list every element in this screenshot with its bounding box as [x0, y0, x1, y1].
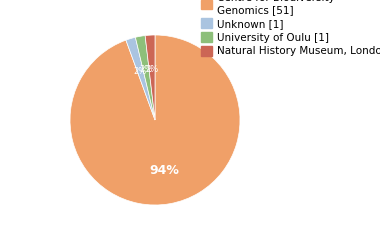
Text: 2%: 2%: [139, 65, 153, 74]
Text: 94%: 94%: [149, 164, 179, 177]
Text: 2%: 2%: [134, 67, 147, 76]
Wedge shape: [70, 35, 240, 205]
Wedge shape: [135, 36, 155, 120]
Wedge shape: [145, 35, 155, 120]
Wedge shape: [126, 37, 155, 120]
Legend: Centre for Biodiversity
Genomics [51], Unknown [1], University of Oulu [1], Natu: Centre for Biodiversity Genomics [51], U…: [201, 0, 380, 56]
Text: 2%: 2%: [146, 65, 159, 74]
